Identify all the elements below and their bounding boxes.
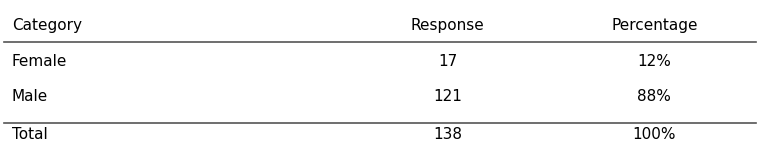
Text: 100%: 100% — [632, 127, 676, 142]
Text: 88%: 88% — [638, 89, 671, 104]
Text: Total: Total — [11, 127, 47, 142]
Text: 121: 121 — [433, 89, 462, 104]
Text: 12%: 12% — [638, 54, 671, 69]
Text: 138: 138 — [433, 127, 462, 142]
Text: 17: 17 — [438, 54, 458, 69]
Text: Category: Category — [11, 18, 81, 33]
Text: Response: Response — [410, 18, 485, 33]
Text: Female: Female — [11, 54, 67, 69]
Text: Percentage: Percentage — [611, 18, 698, 33]
Text: Male: Male — [11, 89, 48, 104]
